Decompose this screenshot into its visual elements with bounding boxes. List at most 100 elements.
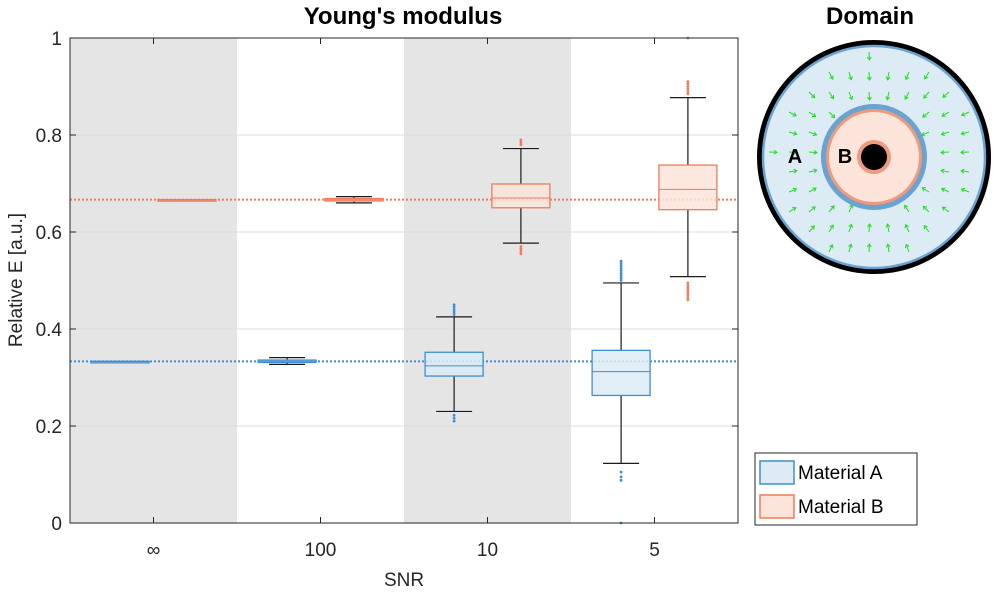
arrow-head [848, 223, 853, 229]
outlier-1 [519, 250, 523, 253]
arrow-head [904, 95, 909, 100]
arrow-head [830, 205, 835, 210]
y-tick-label-0: 0 [51, 514, 62, 535]
arrow [788, 187, 798, 193]
arrow-head [830, 94, 835, 100]
outlier-1 [619, 478, 623, 482]
arrow [788, 131, 798, 136]
arrow [904, 223, 910, 233]
arrow [866, 91, 872, 101]
shaded-band-0 [70, 38, 237, 523]
arrow-shaft [808, 206, 816, 213]
outlier-11 [619, 262, 623, 265]
arrow-head [885, 243, 891, 248]
arrow-head [923, 94, 928, 99]
outlier-4 [519, 143, 523, 147]
outlier-3 [686, 291, 690, 295]
arrow-shaft [942, 206, 950, 213]
arrow-head [923, 224, 928, 230]
plot-shading [70, 38, 571, 523]
arrow-shaft [848, 244, 852, 253]
outlier-2 [686, 293, 690, 297]
arrow-shaft [887, 71, 890, 80]
arrow [922, 111, 930, 118]
arrow-shaft [905, 244, 910, 253]
arrow-shaft [808, 187, 817, 193]
outlier-0 [452, 419, 456, 423]
arrow [808, 225, 815, 233]
arrow-head [924, 75, 929, 80]
outlier-4 [452, 310, 456, 314]
box-material-b-0 [157, 199, 217, 202]
arrow-shaft [904, 204, 910, 213]
arrow-shaft [828, 71, 834, 80]
arrow [941, 111, 950, 117]
shaded-band-2 [404, 38, 571, 523]
arrow [960, 111, 970, 117]
arrow-shaft [922, 205, 930, 213]
arrow [866, 243, 872, 253]
legend-label-material-b: Material B [798, 497, 884, 518]
arrow-head [829, 224, 834, 229]
arrow-head [922, 205, 927, 210]
box-body [424, 351, 484, 377]
arrow [788, 149, 798, 155]
arrow-shaft [828, 205, 835, 213]
arrow [848, 71, 853, 81]
domain-core [861, 144, 887, 170]
box-body [491, 183, 551, 209]
arrow-shaft [868, 223, 871, 233]
box-material-a-1 [257, 357, 317, 366]
arrow-head [812, 187, 817, 192]
arrow-shaft [828, 244, 833, 253]
arrow-head [793, 168, 798, 174]
outlier-11 [686, 85, 690, 88]
arrow-shaft [887, 244, 890, 253]
arrow-head [960, 131, 965, 136]
arrow [904, 91, 910, 100]
arrow [960, 168, 970, 174]
arrow [808, 111, 817, 118]
displacement-arrows [768, 51, 970, 253]
arrow [922, 205, 930, 213]
arrow [941, 206, 950, 213]
arrow-shaft [808, 131, 817, 136]
arrow-shaft [848, 71, 852, 80]
arrow [940, 131, 950, 136]
outlier-7 [452, 303, 456, 307]
box-body [658, 164, 718, 211]
arrow [828, 243, 834, 253]
arrow-head [792, 207, 797, 212]
arrow-shaft [886, 224, 890, 233]
y-tick-label-2: 0.4 [36, 320, 63, 341]
arrow-head [922, 113, 927, 118]
arrow [828, 91, 835, 100]
arrow-shaft [848, 224, 853, 233]
legend-swatch-material-b [759, 494, 795, 519]
arrow-head [941, 206, 947, 211]
arrow [788, 168, 798, 174]
box-material-b-2 [491, 138, 551, 256]
arrow [885, 71, 891, 81]
x-axis-label: SNR [384, 570, 424, 591]
arrow [808, 206, 816, 213]
arrow-shaft [848, 204, 853, 213]
arrow-shaft [905, 224, 910, 233]
arrow-shaft [941, 169, 950, 173]
outlier-4 [686, 288, 690, 292]
arrow [923, 91, 930, 99]
outlier-3 [519, 245, 523, 248]
arrow-head [904, 223, 909, 229]
arrow-head [811, 206, 816, 211]
outlier-7 [619, 271, 623, 275]
arrow-head [813, 168, 818, 174]
arrow [960, 149, 970, 155]
arrow-head [940, 168, 945, 174]
outlier-5 [519, 140, 523, 144]
outlier-8 [686, 92, 690, 96]
outlier-5 [619, 276, 623, 280]
box-material-b-3 [658, 36, 718, 302]
arrow-shaft [961, 111, 970, 116]
outlier-9 [619, 266, 623, 270]
arrow-head [810, 225, 815, 230]
